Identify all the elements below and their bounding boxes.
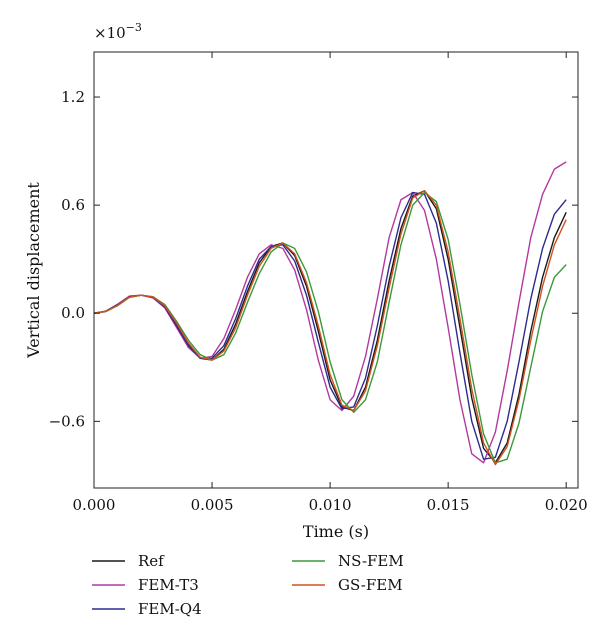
x-tick-label: 0.005 (191, 496, 234, 514)
series-line-fem-t3 (94, 161, 567, 464)
y-tick-label: 1.2 (61, 88, 85, 106)
x-tick-label: 0.020 (545, 496, 588, 514)
series-line-ns-fem (94, 191, 567, 464)
y-tick-label: 0.6 (61, 196, 85, 214)
plot-frame (93, 51, 579, 489)
axes: 0.000 0.005 0.010 0.015 0.020 −0.6 0.0 0.6 1.2 (49, 51, 588, 514)
x-tick-label: 0.015 (427, 496, 470, 514)
x-axis-title: Time (s) (303, 522, 369, 541)
legend-item: Ref (92, 552, 165, 570)
legend-item: FEM-Q4 (92, 600, 202, 618)
legend-label: FEM-T3 (138, 576, 199, 594)
x-tick-label: 0.000 (73, 496, 116, 514)
legend-item: FEM-T3 (92, 576, 199, 594)
legend-label: FEM-Q4 (138, 600, 202, 618)
legend-label: Ref (138, 552, 165, 570)
legend-item: GS-FEM (292, 576, 403, 594)
series-line-ref (94, 190, 567, 464)
y-axis-multiplier: ×10−3 (94, 21, 142, 42)
legend-label: GS-FEM (338, 576, 403, 594)
legend: Ref FEM-T3 FEM-Q4 NS-FEM GS-FEM (92, 552, 404, 618)
x-tick-label: 0.010 (309, 496, 352, 514)
y-tick-label: 0.0 (61, 304, 85, 322)
y-axis-title: Vertical displacement (24, 182, 43, 359)
legend-item: NS-FEM (292, 552, 404, 570)
series-line-fem-q4 (94, 191, 567, 460)
legend-label: NS-FEM (338, 552, 404, 570)
series-line-gs-fem (94, 190, 567, 466)
plot-area (94, 161, 567, 466)
y-tick-label: −0.6 (49, 412, 85, 430)
